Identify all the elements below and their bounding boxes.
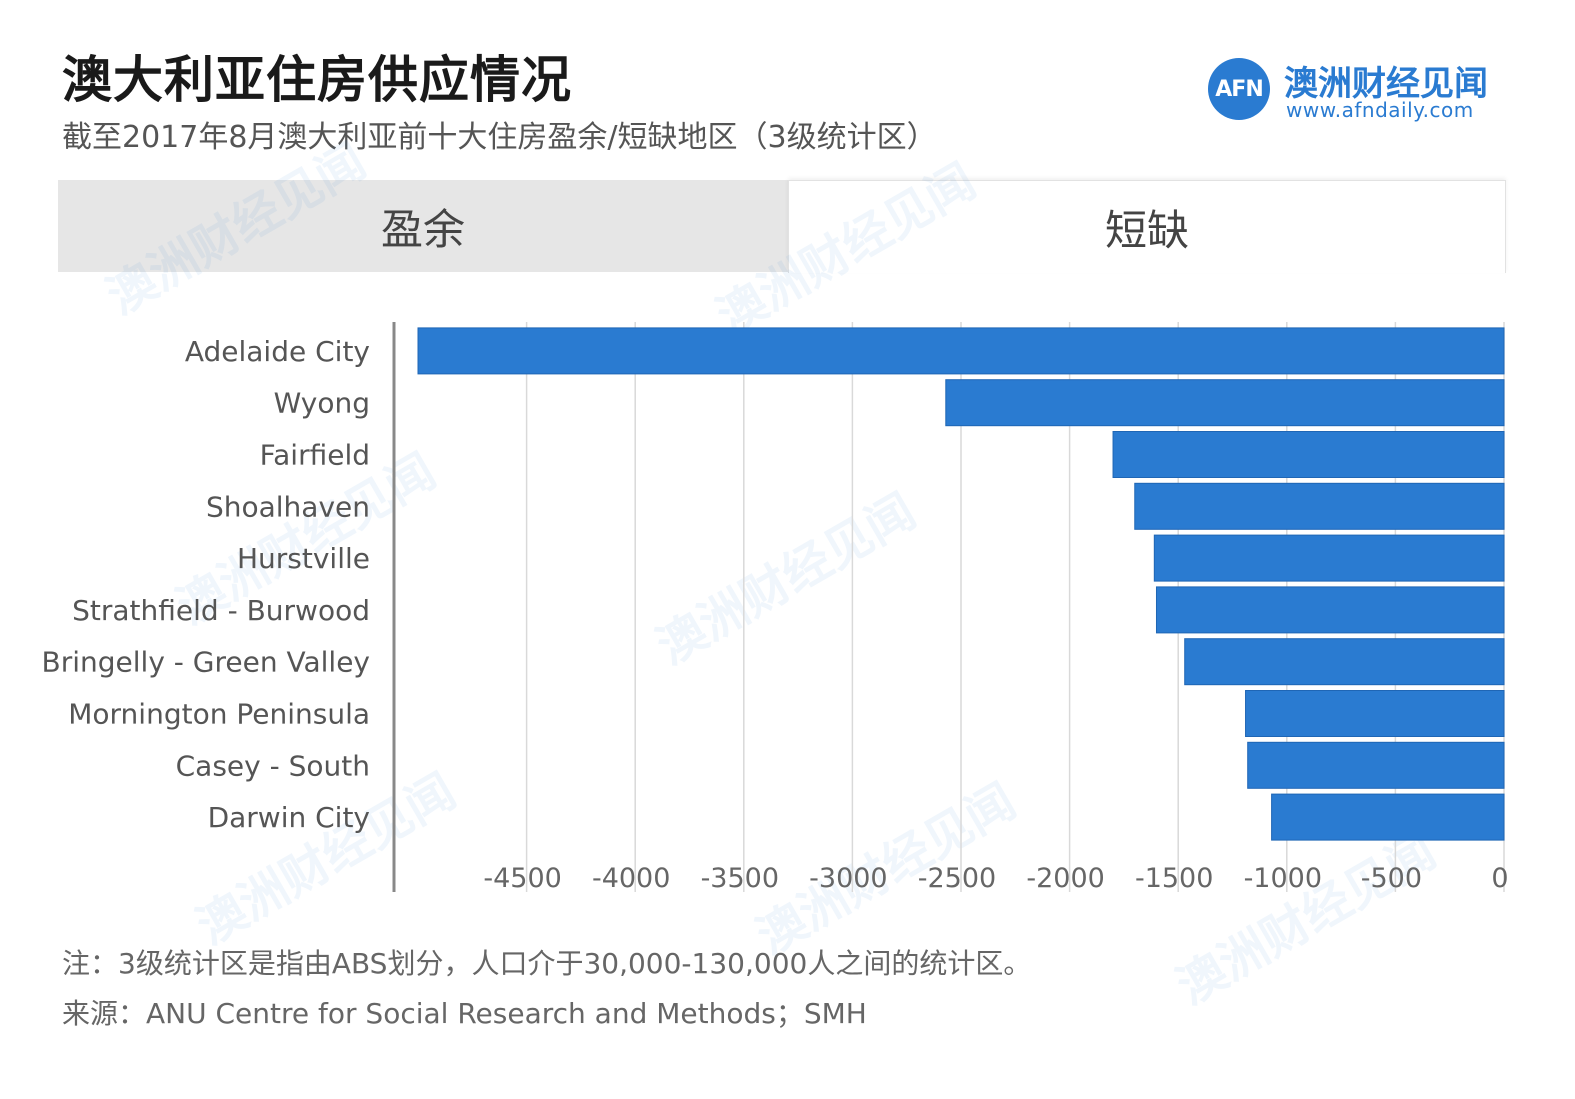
- bar[interactable]: [1153, 534, 1505, 582]
- bar[interactable]: [1247, 741, 1505, 789]
- x-tick-label: -1500: [1135, 863, 1213, 894]
- logo-name: 澳洲财经见闻: [1284, 64, 1488, 104]
- bar[interactable]: [1112, 431, 1505, 478]
- category-label: Fairfield: [260, 439, 370, 472]
- chart-title: 澳大利亚住房供应情况: [62, 51, 572, 109]
- x-tick-label: -4000: [592, 863, 670, 894]
- category-label: Hurstville: [237, 542, 370, 575]
- x-tick-label: -2000: [1026, 863, 1104, 894]
- bar[interactable]: [1271, 793, 1505, 841]
- category-label: Mornington Peninsula: [68, 698, 370, 731]
- logo-url: www.afndaily.com: [1286, 98, 1474, 122]
- bar[interactable]: [945, 379, 1505, 427]
- bar[interactable]: [1184, 638, 1505, 686]
- x-tick-label: -4500: [483, 863, 561, 894]
- category-label: Casey - South: [176, 749, 370, 782]
- afn-logo-icon: AFN: [1208, 58, 1270, 120]
- afn-logo[interactable]: AFN 澳洲财经见闻 www.afndaily.com: [1208, 58, 1548, 124]
- category-label: Bringelly - Green Valley: [42, 646, 370, 679]
- bar[interactable]: [1134, 482, 1505, 530]
- x-tick-label: -1000: [1244, 863, 1322, 894]
- tab-shortage[interactable]: 短缺: [788, 180, 1506, 273]
- tab-bar: 盈余 短缺: [58, 180, 1506, 273]
- footnote: 注：3级统计区是指由ABS划分，人口介于30,000-130,000人之间的统计…: [62, 947, 1032, 980]
- x-tick-label: -3000: [809, 863, 887, 894]
- source-note: 来源：ANU Centre for Social Research and Me…: [62, 997, 867, 1030]
- x-tick-label: 0: [1491, 863, 1508, 894]
- category-label: Strathfield - Burwood: [72, 594, 370, 627]
- category-label: Darwin City: [208, 801, 370, 834]
- category-label: Adelaide City: [185, 335, 370, 368]
- x-tick-label: -3500: [701, 863, 779, 894]
- bar[interactable]: [1155, 586, 1505, 634]
- bar[interactable]: [1245, 690, 1505, 737]
- x-tick-label: -500: [1361, 863, 1422, 894]
- x-tick-label: -2500: [918, 863, 996, 894]
- bar[interactable]: [417, 327, 1505, 375]
- category-label: Wyong: [274, 387, 370, 420]
- chart-subtitle: 截至2017年8月澳大利亚前十大住房盈余/短缺地区（3级统计区）: [62, 120, 937, 155]
- tab-surplus[interactable]: 盈余: [58, 180, 788, 272]
- category-label: Shoalhaven: [206, 490, 370, 523]
